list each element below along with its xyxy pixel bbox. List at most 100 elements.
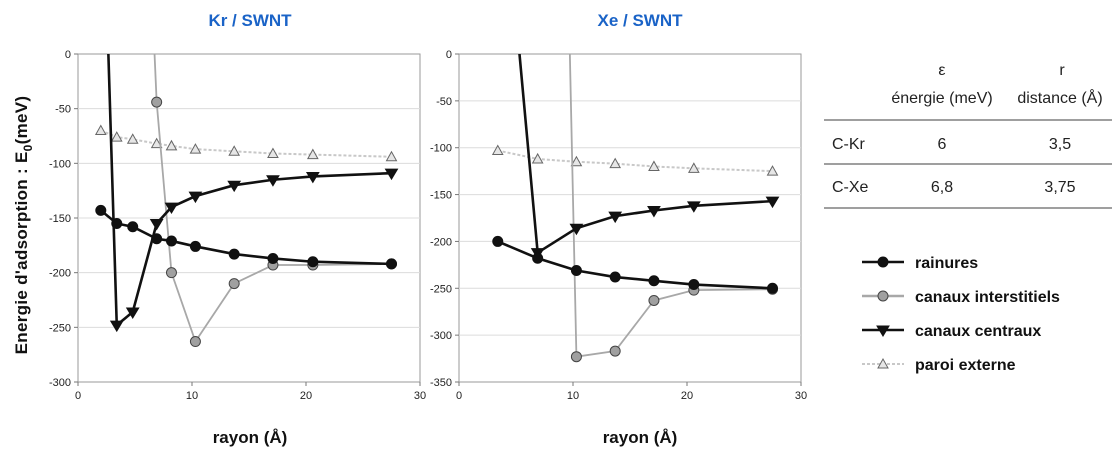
x-tick-label: 30 [414, 390, 426, 402]
legend-item: canaux interstitiels [862, 289, 1060, 306]
legend-swatch-marker [877, 256, 889, 268]
data-point-canaux-centraux [647, 206, 661, 218]
data-point-canaux-centraux [164, 202, 179, 215]
x-tick-label: 10 [186, 390, 198, 402]
legend: rainures canaux interstitiels canaux centr… [862, 255, 1060, 374]
data-point-canaux-interstitiels [228, 278, 240, 290]
cell-xe-distance: 3,75 [1044, 179, 1075, 196]
data-point-paroi-externe [150, 137, 163, 149]
data-point-canaux-interstitiels [570, 351, 582, 363]
cell-kr-distance: 3,5 [1049, 136, 1071, 153]
col-header-energy: énergie (meV) [891, 90, 992, 107]
x-tick-label: 20 [300, 390, 312, 402]
series-canaux-interstitiels [153, 54, 392, 344]
data-point-rainures [189, 240, 201, 252]
legend-swatch-marker [877, 290, 889, 302]
chart-title: Kr / SWNT [208, 11, 292, 30]
y-axis-label-sub: 0 [21, 144, 35, 151]
data-point-paroi-externe [267, 147, 279, 158]
data-point-canaux-centraux [765, 196, 780, 209]
y-axis-label: Energie d'adsorption : E0(meV) [12, 96, 35, 355]
data-point-paroi-externe [687, 162, 700, 173]
y-tick-label: -350 [430, 377, 452, 389]
data-point-paroi-externe [385, 150, 398, 162]
data-point-rainures [267, 252, 279, 264]
data-point-rainures [492, 235, 504, 247]
data-point-canaux-centraux [686, 201, 701, 213]
y-tick-label: -300 [49, 377, 71, 389]
data-point-paroi-externe [609, 157, 622, 169]
data-point-paroi-externe [165, 139, 178, 151]
y-tick-label: 0 [446, 49, 452, 61]
legend-item: paroi externe [862, 357, 1016, 374]
chart-title: Xe / SWNT [597, 11, 683, 30]
series-line-paroi-externe [100, 129, 392, 158]
data-point-canaux-centraux [149, 218, 164, 231]
data-point-rainures [307, 256, 319, 268]
data-point-rainures [228, 248, 240, 260]
parameter-table: ε énergie (meV) r distance (Å) C-Kr 6 3,… [824, 62, 1112, 209]
x-axis-label: rayon (Å) [213, 428, 288, 447]
series-line-canaux-interstitiels [153, 54, 392, 344]
y-axis-label-main: Energie d'adsorption : E [12, 151, 31, 354]
y-tick-label: 0 [65, 49, 71, 61]
data-point-canaux-centraux [188, 191, 203, 204]
data-point-rainures [95, 204, 107, 216]
data-point-paroi-externe [531, 152, 544, 164]
legend-item: canaux centraux [862, 323, 1041, 340]
legend-swatch-marker [876, 325, 890, 337]
y-tick-label: -200 [430, 236, 452, 248]
series-canaux-centraux [107, 54, 392, 328]
col-header-symbol-energy: ε [938, 62, 945, 79]
row-label-c-kr: C-Kr [832, 136, 866, 153]
data-point-rainures [127, 221, 139, 233]
plot-area [458, 53, 802, 383]
data-point-canaux-interstitiels [151, 96, 163, 108]
y-tick-label: -50 [436, 96, 452, 108]
y-tick-label: -200 [49, 268, 71, 280]
chart-kr-swnt: Kr / SWNT rayon (Å) 0 -50 -100 -150 -200 -250… [49, 11, 426, 447]
data-point-canaux-centraux [125, 307, 140, 319]
x-tick-label: 0 [75, 390, 81, 402]
data-point-canaux-centraux [569, 223, 584, 236]
series-layer [491, 54, 780, 363]
data-point-rainures [609, 271, 621, 283]
data-point-paroi-externe [766, 165, 779, 176]
data-point-rainures [532, 252, 544, 264]
cell-xe-energy: 6,8 [931, 179, 953, 196]
data-point-paroi-externe [189, 143, 202, 154]
data-point-paroi-externe [126, 133, 139, 144]
legend-label: canaux interstitiels [915, 289, 1060, 306]
data-point-rainures [111, 217, 123, 229]
legend-item: rainures [862, 255, 978, 272]
data-point-canaux-interstitiels [165, 267, 177, 279]
series-layer [94, 54, 399, 348]
data-point-paroi-externe [648, 160, 660, 171]
y-tick-label: -150 [49, 213, 71, 225]
series-canaux-interstitiels [568, 54, 773, 358]
data-point-paroi-externe [491, 144, 504, 156]
legend-label: canaux centraux [915, 323, 1041, 340]
data-point-canaux-centraux [266, 175, 280, 187]
series-paroi-externe [100, 129, 392, 158]
y-tick-label: -150 [430, 190, 452, 202]
y-tick-label: -250 [430, 283, 452, 295]
data-point-paroi-externe [228, 145, 241, 156]
data-point-canaux-centraux [305, 171, 320, 184]
legend-swatch-marker [877, 357, 889, 369]
legend-label: rainures [915, 255, 978, 272]
col-header-symbol-distance: r [1059, 62, 1065, 79]
legend-label: paroi externe [915, 357, 1016, 374]
y-tick-label: -100 [49, 158, 71, 170]
data-point-paroi-externe [306, 148, 319, 160]
data-point-paroi-externe [110, 131, 123, 142]
data-point-canaux-interstitiels [648, 294, 660, 306]
ticks: 0 -50 -100 -150 -200 -250 -300 -350 0 10 20 30 [430, 49, 807, 402]
x-tick-label: 10 [567, 390, 579, 402]
y-tick-label: -300 [430, 330, 452, 342]
data-point-canaux-centraux [109, 320, 124, 333]
y-tick-label: -50 [55, 104, 71, 116]
x-tick-label: 30 [795, 390, 807, 402]
data-point-rainures [648, 275, 660, 287]
gridlines [78, 108, 420, 328]
